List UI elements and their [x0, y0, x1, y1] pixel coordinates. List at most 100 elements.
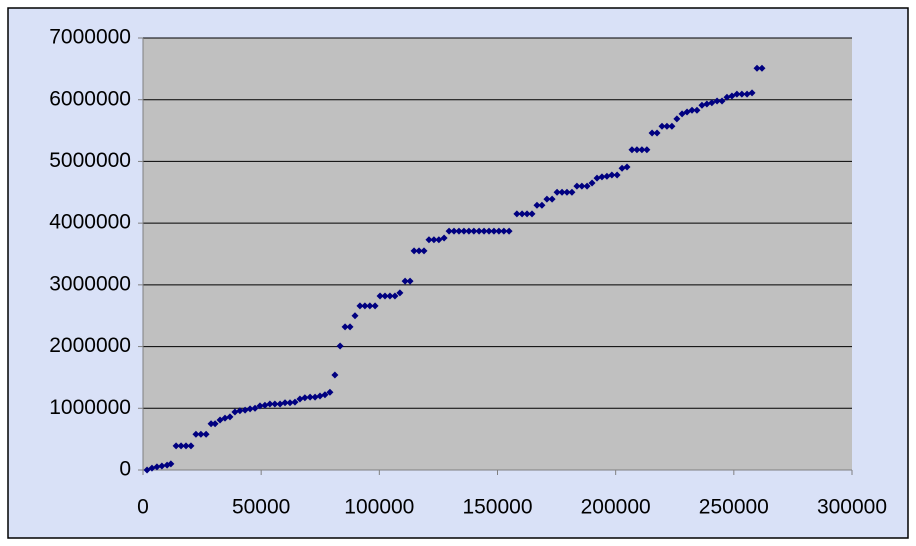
point	[688, 106, 696, 114]
point	[410, 247, 418, 255]
point	[563, 188, 571, 196]
point	[321, 391, 329, 399]
point	[286, 399, 294, 407]
point	[553, 188, 561, 196]
y-tick-label: 6000000	[49, 87, 131, 110]
x-tick-label: 0	[137, 496, 149, 519]
point	[465, 227, 473, 235]
plot-area	[143, 38, 852, 470]
point	[643, 146, 651, 154]
y-tick-label: 4000000	[49, 211, 131, 234]
point	[391, 292, 399, 300]
point	[211, 420, 219, 428]
point	[241, 406, 249, 414]
point	[513, 210, 521, 218]
point	[480, 227, 488, 235]
point	[593, 174, 601, 182]
x-tick-label: 200000	[581, 496, 651, 519]
point	[236, 407, 244, 415]
point	[673, 115, 681, 123]
point	[296, 395, 304, 403]
point	[386, 292, 394, 300]
y-tick-label: 0	[119, 458, 131, 481]
point	[336, 342, 344, 350]
point	[266, 400, 274, 408]
point	[558, 188, 566, 196]
point	[628, 146, 636, 154]
point	[148, 464, 156, 472]
point	[261, 401, 269, 409]
point	[608, 171, 616, 179]
point	[613, 171, 621, 179]
point	[713, 97, 721, 105]
point	[693, 106, 701, 114]
point	[583, 182, 591, 190]
x-tick-label: 150000	[462, 496, 532, 519]
point	[311, 393, 319, 401]
point	[406, 277, 414, 285]
point	[518, 210, 526, 218]
point	[568, 188, 576, 196]
point	[440, 234, 448, 242]
point	[658, 122, 666, 130]
point	[505, 227, 513, 235]
point	[538, 201, 546, 209]
point	[470, 227, 478, 235]
point	[371, 302, 379, 310]
point	[326, 388, 334, 396]
point	[543, 195, 551, 203]
point	[425, 236, 433, 244]
y-tick-label: 5000000	[49, 149, 131, 172]
point	[573, 182, 581, 190]
point	[177, 442, 185, 450]
point	[246, 405, 254, 413]
point	[623, 163, 631, 171]
point	[668, 122, 676, 130]
point	[748, 89, 756, 97]
point	[361, 302, 369, 310]
point	[172, 442, 180, 450]
point	[256, 402, 264, 410]
y-tick-label: 7000000	[49, 26, 131, 49]
point	[158, 462, 166, 470]
point	[331, 371, 339, 379]
point	[743, 90, 751, 98]
point	[415, 247, 423, 255]
point	[703, 100, 711, 108]
point	[430, 236, 438, 244]
point	[396, 289, 404, 297]
point	[633, 146, 641, 154]
point	[221, 414, 229, 422]
point	[758, 64, 766, 72]
x-tick-label: 250000	[699, 496, 769, 519]
point	[207, 420, 215, 428]
point	[231, 408, 239, 416]
point	[733, 90, 741, 98]
point	[381, 292, 389, 300]
point	[306, 393, 314, 401]
point	[578, 182, 586, 190]
point	[455, 227, 463, 235]
point	[500, 227, 508, 235]
point	[401, 277, 409, 285]
point	[653, 129, 661, 137]
y-tick-label: 1000000	[49, 396, 131, 419]
point	[475, 227, 483, 235]
point	[182, 442, 190, 450]
point	[192, 430, 200, 438]
point	[723, 93, 731, 101]
point	[356, 302, 364, 310]
point	[276, 400, 284, 408]
point	[316, 392, 324, 400]
point	[153, 463, 161, 471]
point	[450, 227, 458, 235]
point	[445, 227, 453, 235]
point	[753, 64, 761, 72]
point	[588, 179, 596, 187]
point	[708, 99, 716, 107]
point	[376, 292, 384, 300]
point	[187, 442, 195, 450]
point	[226, 413, 234, 421]
